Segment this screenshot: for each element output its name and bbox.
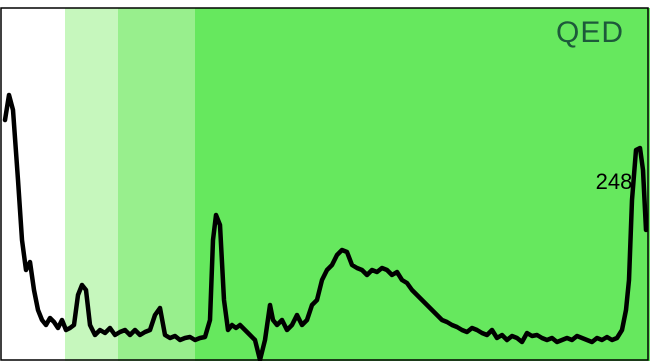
value-label: 248	[596, 169, 633, 194]
frame	[0, 7, 649, 361]
band	[118, 8, 195, 361]
plot	[2, 92, 649, 361]
background-bands	[0, 8, 650, 361]
band	[195, 8, 650, 361]
trace-line	[2, 92, 649, 361]
qed-label: QED	[556, 16, 624, 49]
band	[65, 8, 118, 361]
band	[0, 8, 65, 361]
